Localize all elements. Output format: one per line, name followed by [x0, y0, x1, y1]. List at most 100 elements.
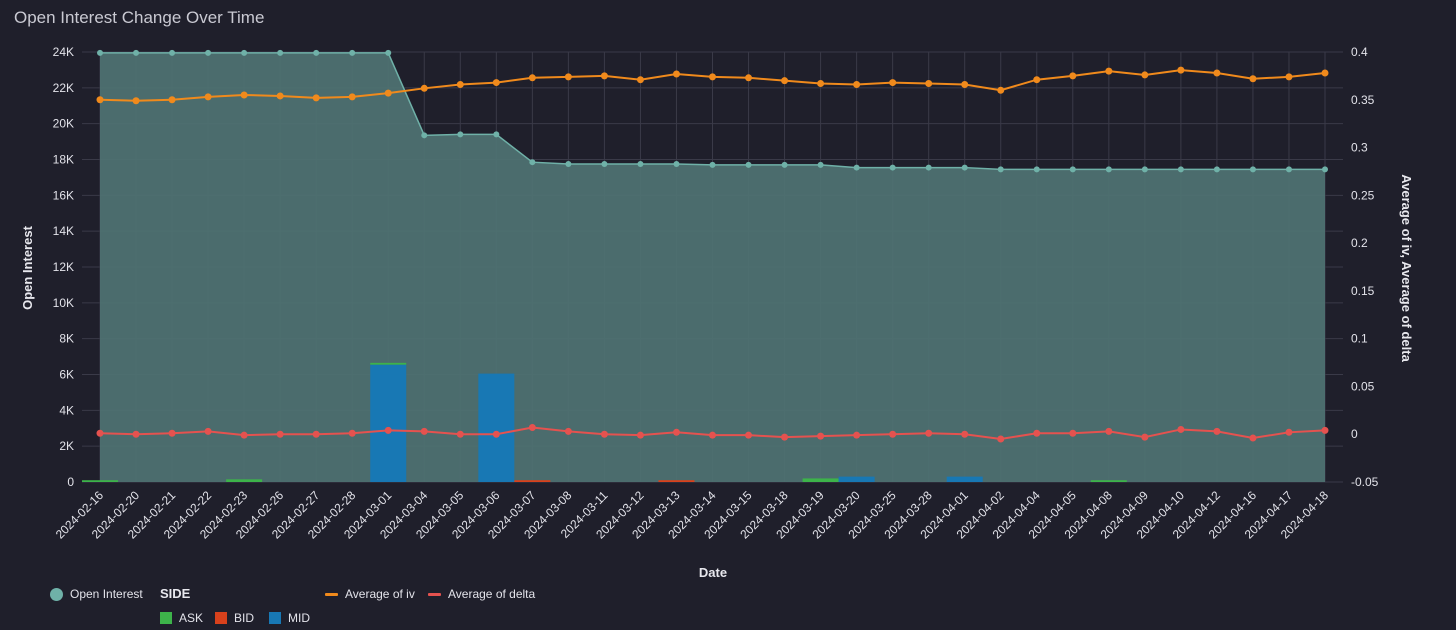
delta-point [600, 430, 608, 438]
iv-point [672, 70, 680, 78]
delta-point [672, 428, 680, 436]
bar-ask [370, 362, 407, 365]
open-interest-point [313, 49, 320, 56]
delta-point [384, 426, 392, 434]
delta-point [276, 430, 284, 438]
iv-point [745, 74, 753, 82]
iv-point [997, 86, 1005, 94]
open-interest-point [1141, 166, 1148, 173]
delta-point [240, 431, 248, 439]
iv-point [1105, 67, 1113, 75]
iv-point [1321, 69, 1329, 77]
line-layer [96, 66, 1329, 443]
right-tick-label: 0.4 [1351, 45, 1368, 59]
open-interest-point [961, 164, 968, 171]
delta-point [528, 424, 536, 432]
iv-point [96, 96, 104, 104]
open-interest-point [133, 49, 140, 56]
delta-point [96, 429, 104, 437]
delta-point [997, 435, 1005, 443]
delta-point [1069, 429, 1077, 437]
right-tick-label: 0 [1351, 427, 1358, 441]
delta-point [781, 433, 789, 441]
open-interest-point [169, 49, 176, 56]
right-tick-label: 0.35 [1351, 93, 1375, 107]
iv-point [1285, 73, 1293, 81]
delta-point [1033, 429, 1041, 437]
bar-bid [514, 480, 551, 482]
bar-mid [370, 364, 407, 482]
delta-point [132, 430, 140, 438]
right-tick-label: 0.1 [1351, 332, 1368, 346]
bar-mid [838, 476, 875, 482]
open-interest-point [853, 164, 860, 171]
open-interest-point [781, 161, 788, 168]
delta-point [745, 431, 753, 439]
iv-point [564, 73, 572, 81]
delta-point [420, 427, 428, 435]
iv-point [168, 96, 176, 104]
delta-point [1249, 434, 1257, 442]
open-interest-point [817, 161, 824, 168]
delta-point [456, 430, 464, 438]
open-interest-point [673, 160, 680, 167]
right-tick-label: 0.15 [1351, 284, 1375, 298]
left-tick-label: 0 [67, 475, 74, 489]
left-tick-label: 12K [53, 260, 74, 274]
right-tick-label: -0.05 [1351, 475, 1379, 489]
iv-point [204, 93, 212, 101]
iv-point [781, 77, 789, 85]
iv-point [384, 89, 392, 97]
open-interest-point [889, 164, 896, 171]
delta-point [492, 430, 500, 438]
iv-point [528, 74, 536, 82]
delta-point [961, 430, 969, 438]
right-tick-label: 0.3 [1351, 141, 1368, 155]
open-interest-point [457, 131, 464, 138]
bar-mid [946, 476, 983, 482]
left-tick-label: 8K [59, 332, 74, 346]
delta-point [925, 429, 933, 437]
bar-ask [226, 479, 263, 482]
iv-point [492, 79, 500, 87]
delta-point [709, 431, 716, 439]
open-interest-point [241, 49, 248, 56]
iv-point [817, 80, 825, 88]
open-interest-point [1177, 166, 1184, 173]
left-tick-label: 20K [53, 117, 74, 131]
open-interest-point [421, 132, 428, 139]
iv-point [240, 91, 248, 99]
open-interest-point [349, 49, 356, 56]
open-interest-point [1105, 166, 1112, 173]
delta-point [312, 430, 320, 438]
iv-point [709, 73, 716, 81]
iv-point [925, 80, 933, 88]
page-title: Open Interest Change Over Time [14, 8, 265, 27]
delta-point [348, 429, 356, 437]
open-interest-point [1213, 166, 1220, 173]
open-interest-point [493, 131, 500, 138]
open-interest-point [205, 49, 212, 56]
iv-point [853, 80, 861, 88]
left-tick-label: 14K [53, 224, 74, 238]
delta-point [1285, 428, 1293, 436]
open-interest-point [97, 49, 103, 56]
open-interest-point [925, 164, 932, 171]
iv-point [348, 93, 356, 101]
delta-point [1177, 425, 1185, 433]
y-axis-label-left: Open Interest [20, 225, 35, 309]
delta-point [564, 427, 572, 435]
iv-point [1033, 76, 1041, 84]
delta-point [1321, 426, 1329, 434]
left-tick-label: 10K [53, 296, 74, 310]
open-interest-point [1285, 166, 1292, 173]
open-interest-point [385, 49, 392, 56]
open-interest-point [1033, 166, 1040, 173]
right-tick-label: 0.25 [1351, 188, 1375, 202]
iv-point [1213, 69, 1221, 77]
open-interest-point [709, 161, 716, 168]
delta-point [853, 431, 861, 439]
right-tick-label: 0.05 [1351, 379, 1375, 393]
iv-point [420, 84, 428, 92]
